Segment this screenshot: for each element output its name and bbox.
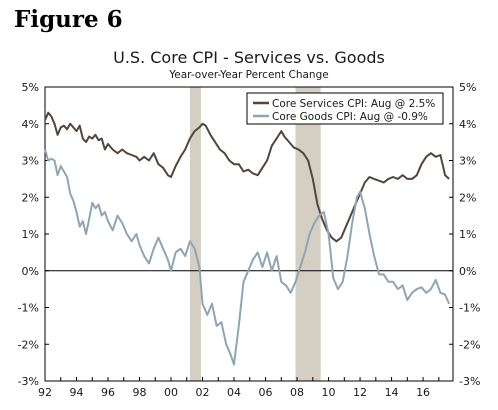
x-tick-label: 02 — [196, 386, 210, 399]
core-services-cpi-line — [44, 111, 450, 243]
recession-shading — [189, 87, 321, 381]
recession-band-2 — [295, 87, 321, 381]
y-tick-label-left: -3% — [18, 375, 39, 388]
y-tick-label-right: -2% — [459, 338, 480, 351]
x-tick-label: 04 — [227, 386, 241, 399]
chart-subtitle: Year-over-Year Percent Change — [169, 69, 329, 81]
y-axis-left: -3% -2% -1% 0% 1% 2% 3% 4% 5% — [18, 81, 49, 388]
y-tick-label-left: 2% — [22, 191, 39, 204]
y-tick-label-left: 5% — [22, 81, 39, 94]
y-tick-label-left: -1% — [18, 302, 39, 315]
y-tick-label-left: 1% — [22, 228, 39, 241]
x-axis: 92 94 96 98 00 02 04 06 08 10 12 14 16 — [38, 377, 440, 399]
x-tick-label: 06 — [259, 386, 273, 399]
y-tick-label-left: 4% — [22, 118, 39, 131]
legend-label: Core Goods CPI: Aug @ -0.9% — [272, 111, 428, 123]
recession-band-1 — [189, 87, 201, 381]
y-tick-label-right: 4% — [459, 118, 476, 131]
y-tick-label-right: -3% — [459, 375, 480, 388]
x-tick-label: 12 — [353, 386, 367, 399]
chart-title: U.S. Core CPI - Services vs. Goods — [113, 48, 385, 67]
x-tick-label: 96 — [101, 386, 115, 399]
x-tick-label: 08 — [290, 386, 304, 399]
plot-frame — [44, 86, 454, 382]
y-tick-label-left: 3% — [22, 155, 39, 168]
legend: Core Services CPI: Aug @ 2.5%Core Goods … — [246, 92, 444, 125]
y-axis-right: -3% -2% -1% 0% 1% 2% 3% 4% 5% — [449, 81, 480, 388]
x-tick-label: 10 — [322, 386, 336, 399]
x-tick-label: 14 — [385, 386, 399, 399]
y-tick-label-left: -2% — [18, 338, 39, 351]
x-tick-label: 98 — [133, 386, 147, 399]
y-tick-label-right: 2% — [459, 191, 476, 204]
y-tick-label-right: -1% — [459, 302, 480, 315]
x-tick-label: 00 — [164, 386, 178, 399]
figure-label: Figure 6 — [14, 6, 123, 33]
y-tick-label-right: 1% — [459, 228, 476, 241]
x-tick-label: 94 — [70, 386, 84, 399]
y-tick-label-right: 0% — [459, 265, 476, 278]
x-tick-label: 92 — [38, 386, 52, 399]
y-tick-label-right: 3% — [459, 155, 476, 168]
legend-label: Core Services CPI: Aug @ 2.5% — [272, 98, 435, 110]
legend-box — [246, 92, 444, 125]
x-tick-label: 16 — [416, 386, 430, 399]
series-lines — [44, 111, 451, 366]
core-goods-cpi-line — [44, 149, 451, 366]
y-tick-label-right: 5% — [459, 81, 476, 94]
y-tick-label-left: 0% — [22, 265, 39, 278]
